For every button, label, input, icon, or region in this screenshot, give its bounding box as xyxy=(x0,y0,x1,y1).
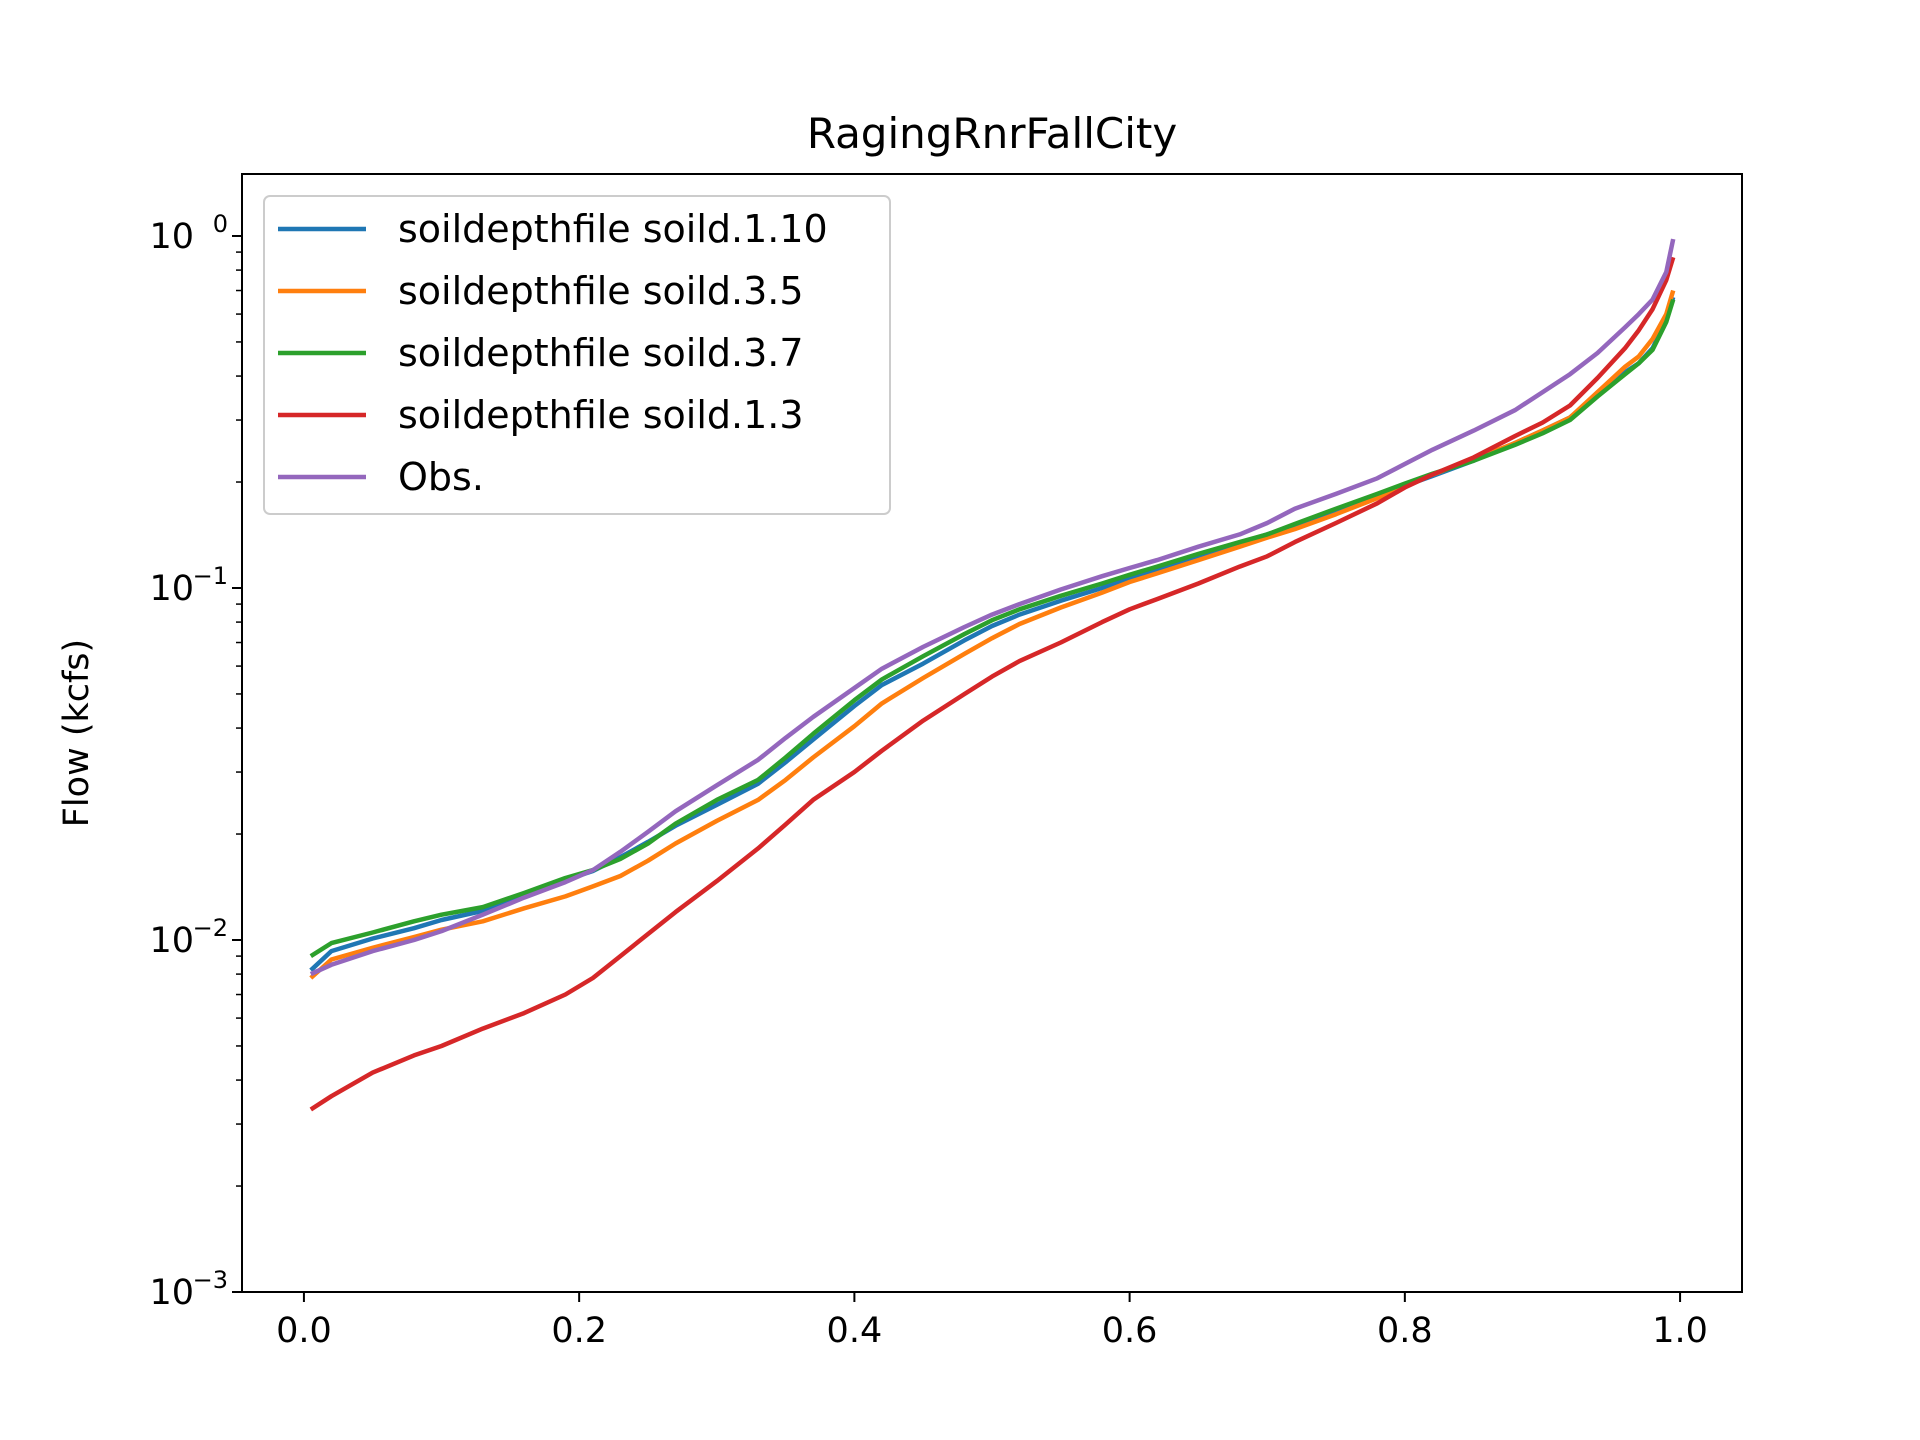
y-axis: 10−310−210−110 0 xyxy=(149,210,242,1313)
x-tick-label: 1.0 xyxy=(1652,1311,1708,1351)
y-tick-label: 10 xyxy=(149,1273,194,1313)
y-tick-exponent: −1 xyxy=(193,562,228,590)
y-tick-exponent: −3 xyxy=(193,1266,228,1294)
legend-label-3: soildepthfile soild.3.7 xyxy=(398,331,804,375)
plot-area xyxy=(309,238,1676,1112)
x-tick-label: 0.4 xyxy=(827,1311,883,1351)
series-line-5 xyxy=(309,238,1676,977)
y-tick-exponent: −2 xyxy=(193,914,228,942)
legend-label-1: soildepthfile soild.1.10 xyxy=(398,207,828,251)
y-tick-label: 10 xyxy=(149,217,194,257)
legend-label-4: soildepthfile soild.1.3 xyxy=(398,393,804,437)
legend: soildepthfile soild.1.10 soildepthfile so… xyxy=(263,195,891,515)
legend-box xyxy=(263,195,891,515)
legend-label-2: soildepthfile soild.3.5 xyxy=(398,269,804,313)
axes-frame xyxy=(241,173,1743,1293)
y-tick-exponent: 0 xyxy=(213,210,228,238)
series-line-2 xyxy=(309,289,1676,980)
series-line-4 xyxy=(309,256,1676,1112)
y-tick-label: 10 xyxy=(149,569,194,609)
y-axis-label: Flow (kcfs) xyxy=(57,639,97,827)
legend-label-5: Obs. xyxy=(398,455,484,499)
x-tick-label: 0.0 xyxy=(276,1311,332,1351)
x-tick-label: 0.6 xyxy=(1102,1311,1158,1351)
chart-title: RagingRnrFallCity xyxy=(807,109,1177,158)
x-tick-label: 0.2 xyxy=(551,1311,607,1351)
x-axis: 0.0 0.2 0.4 0.6 0.8 1.0 xyxy=(276,1292,1708,1351)
series-line-3 xyxy=(309,298,1676,959)
x-tick-label: 0.8 xyxy=(1377,1311,1433,1351)
y-tick-label: 10 xyxy=(149,921,194,961)
